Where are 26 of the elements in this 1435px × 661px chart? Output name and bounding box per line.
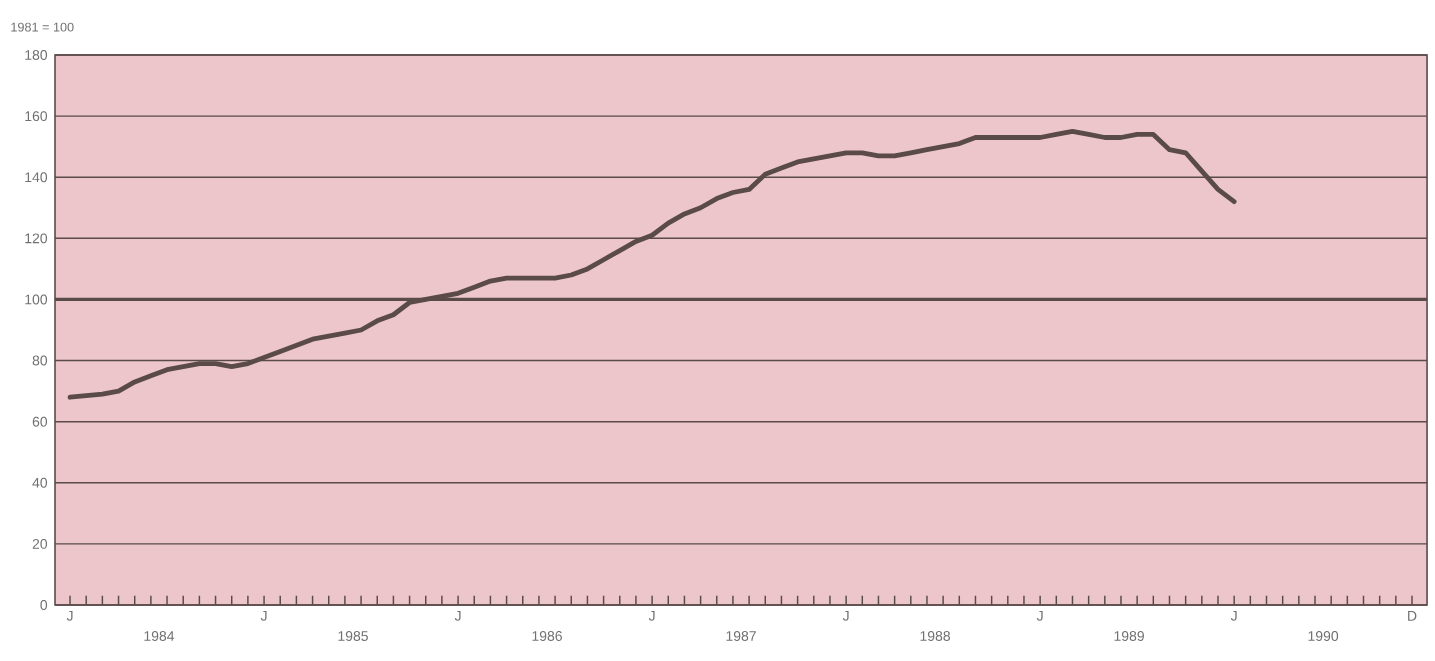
y-tick-label: 100 — [25, 294, 48, 305]
text: 1990 — [1308, 631, 1339, 641]
x-tick-label: J — [1036, 611, 1043, 621]
x-tick-label: J — [454, 611, 461, 621]
y-tick-label: 80 — [32, 355, 48, 366]
y-axis-title: 1981 = 100 — [11, 22, 74, 32]
text: 1989 — [1114, 631, 1144, 641]
x-tick-label: D — [1408, 611, 1417, 621]
y-tick-label: 180 — [25, 50, 48, 60]
text: 1985 — [338, 631, 368, 641]
y-tick-label: 40 — [32, 477, 48, 488]
y-tick-label: 0 — [40, 600, 48, 610]
y-tick-label: 160 — [25, 111, 48, 122]
text: 1988 — [920, 631, 950, 641]
y-tick-label: 120 — [25, 233, 48, 244]
y-tick-label: 20 — [32, 538, 48, 549]
text: 1984 — [144, 631, 175, 641]
x-tick-label: J — [66, 611, 73, 621]
text: 1987 — [726, 631, 756, 641]
x-tick-label: J — [648, 611, 655, 621]
text: 1986 — [532, 631, 562, 641]
x-tick-label: J — [1230, 611, 1237, 621]
x-tick-label: J — [842, 611, 849, 621]
y-tick-label: 60 — [32, 416, 48, 427]
x-tick-label: J — [260, 611, 267, 621]
y-tick-label: 140 — [25, 172, 48, 183]
